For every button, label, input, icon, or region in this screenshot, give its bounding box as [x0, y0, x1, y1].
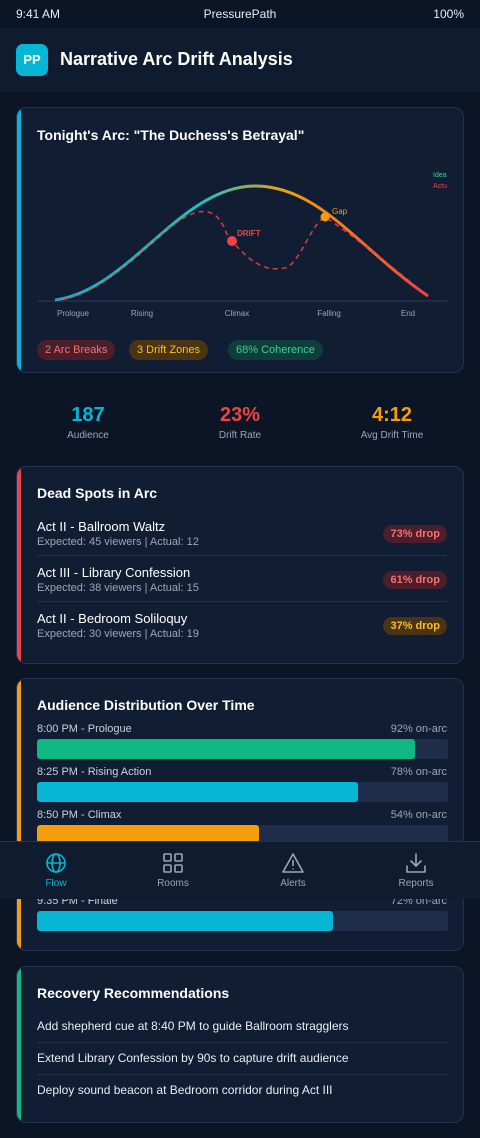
- distribution-card: Audience Distribution Over Time 8:00 PM …: [16, 678, 464, 951]
- nav-item[interactable]: Alerts: [280, 878, 306, 889]
- chart-area: DRIFT Gap Ideal Actual Prologue Rising C…: [38, 172, 453, 318]
- bar-track: [37, 825, 448, 845]
- card-title: Tonight's Arc: "The Duchess's Betrayal": [37, 127, 305, 143]
- status-battery: 100%: [433, 7, 464, 21]
- rooms-icon[interactable]: [162, 852, 184, 874]
- actual-curve: [54, 211, 429, 301]
- bar: [37, 739, 416, 759]
- recommendations-card: Recovery Recommendations Add shepherd cu…: [16, 966, 464, 1123]
- accent: [17, 108, 21, 372]
- stat-label: Avg Drift Time: [360, 430, 424, 441]
- bottom-nav: Flow Rooms Alerts Reports: [0, 841, 480, 899]
- stage-label: Falling: [317, 309, 341, 318]
- drift-point: [227, 236, 237, 246]
- page-title: Narrative Arc Drift Analysis: [60, 49, 293, 69]
- bar-track: [37, 782, 448, 802]
- card-title: Dead Spots in Arc: [37, 485, 158, 501]
- stage-label: Prologue: [57, 309, 90, 318]
- nav-item[interactable]: Flow: [45, 878, 67, 889]
- dead-spot: Act II - Ballroom Waltz Expected: 45 vie…: [37, 519, 447, 565]
- bar-track: [37, 739, 448, 759]
- stat-value: 187: [71, 404, 105, 426]
- annotation: DRIFT: [237, 229, 261, 238]
- legend-entry: Actual: [433, 183, 453, 190]
- status-app: PressurePath: [203, 7, 277, 21]
- spot-name: Act III - Library Confession: [37, 565, 191, 580]
- row-label: 8:50 PM - Climax: [37, 809, 122, 821]
- chip: 3 Drift Zones: [129, 340, 208, 360]
- header: [0, 28, 480, 92]
- stat-value: 23%: [219, 404, 261, 426]
- bar: [37, 911, 333, 931]
- stage-label: End: [401, 309, 415, 318]
- separator: [37, 555, 447, 556]
- chip: 68% Coherence: [228, 340, 323, 360]
- stage-label: Rising: [131, 309, 153, 318]
- separator: [37, 1042, 447, 1043]
- arc-chart: DRIFT Gap Ideal Actual Prologue Rising C…: [38, 172, 453, 318]
- stage-label: Climax: [225, 309, 249, 318]
- spot-name: Act II - Bedroom Soliloquy: [37, 611, 188, 626]
- spot-detail: Expected: 38 viewers | Actual: 15: [37, 582, 199, 594]
- bar: [37, 825, 259, 845]
- accent: [17, 679, 21, 950]
- nav-item[interactable]: Rooms: [157, 878, 189, 889]
- stat-label: Audience: [67, 430, 109, 441]
- chip: 2 Arc Breaks: [37, 340, 116, 360]
- recommendation: Add shepherd cue at 8:40 PM to guide Bal…: [37, 1019, 349, 1033]
- row-value: 92% on-arc: [390, 723, 447, 735]
- accent: [17, 967, 21, 1122]
- status-time: 9:41 AM: [16, 7, 61, 21]
- dead-spots-card: Dead Spots in Arc Act II - Ballroom Walt…: [16, 466, 464, 664]
- stat-label: Drift Rate: [218, 430, 262, 441]
- dead-spot: Act II - Bedroom Soliloquy Expected: 30 …: [37, 611, 447, 657]
- spot-detail: Expected: 30 viewers | Actual: 19: [37, 628, 199, 640]
- dead-spot: Act III - Library Confession Expected: 3…: [37, 565, 447, 611]
- spot-detail: Expected: 45 viewers | Actual: 12: [37, 536, 199, 548]
- ideal-curve: [54, 184, 429, 302]
- gap-point: [320, 212, 330, 222]
- drop-badge: 61% drop: [383, 571, 447, 589]
- bar-track: [37, 911, 448, 931]
- drop-badge: 73% drop: [383, 525, 447, 543]
- flow-icon[interactable]: [45, 852, 67, 874]
- recommendation: Deploy sound beacon at Bedroom corridor …: [37, 1083, 333, 1097]
- alerts-icon[interactable]: [282, 852, 304, 874]
- accent: [17, 467, 21, 663]
- legend-entry: Ideal: [433, 172, 449, 179]
- bar: [37, 782, 358, 802]
- stat-value: 4:12: [371, 404, 413, 426]
- spot-name: Act II - Ballroom Waltz: [37, 519, 166, 534]
- separator: [37, 1074, 447, 1075]
- card-title: Audience Distribution Over Time: [37, 697, 255, 713]
- drop-badge: 37% drop: [383, 617, 447, 635]
- row-label: 8:25 PM - Rising Action: [37, 766, 152, 778]
- row-value: 54% on-arc: [390, 809, 447, 821]
- card-title: Recovery Recommendations: [37, 985, 230, 1001]
- recommendation: Extend Library Confession by 90s to capt…: [37, 1051, 349, 1065]
- reports-icon[interactable]: [405, 852, 427, 874]
- annotation: Gap: [332, 207, 348, 216]
- row-value: 78% on-arc: [390, 766, 447, 778]
- logo: PP: [16, 44, 48, 76]
- row-label: 8:00 PM - Prologue: [37, 723, 132, 735]
- separator: [37, 601, 447, 602]
- nav-item[interactable]: Reports: [398, 878, 434, 889]
- arc-card: Tonight's Arc: "The Duchess's Betrayal" …: [16, 107, 464, 373]
